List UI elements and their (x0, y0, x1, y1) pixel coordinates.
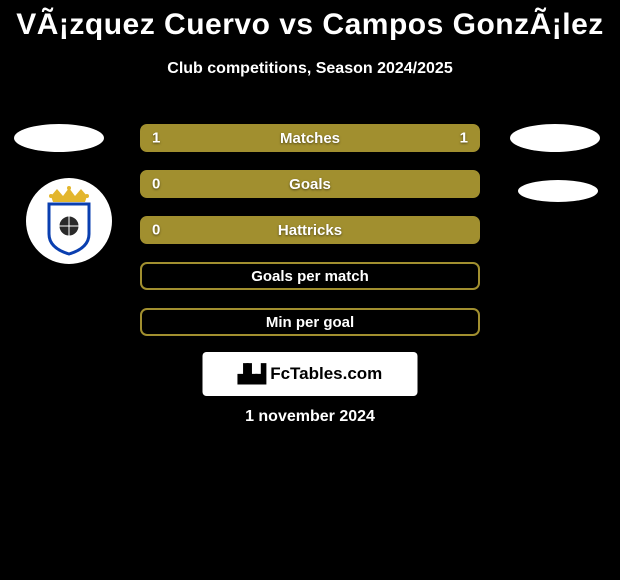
stat-label: Hattricks (278, 222, 342, 239)
stats-rows: 1 Matches 1 0 Goals 0 Hattricks Goals per match… (140, 124, 480, 336)
left-placeholder-ellipse (14, 124, 104, 152)
stat-value-left: 0 (152, 222, 160, 239)
stat-row: Min per goal (140, 308, 480, 336)
subtitle: Club competitions, Season 2024/2025 (0, 60, 620, 78)
stat-row: 1 Matches 1 (140, 124, 480, 152)
brand-chart-icon: ▟▙▟ (238, 364, 265, 385)
right-placeholder-ellipse-2 (518, 180, 598, 202)
right-placeholder-ellipse-1 (510, 124, 600, 152)
stat-value-right: 1 (460, 130, 468, 147)
crest-icon (39, 186, 99, 256)
stat-label: Min per goal (266, 314, 354, 331)
date-label: 1 november 2024 (0, 408, 620, 426)
stat-label: Goals per match (251, 268, 369, 285)
page-title: VÃ¡zquez Cuervo vs Campos GonzÃ¡lez (0, 0, 620, 42)
brand-box: ▟▙▟ FcTables.com (203, 352, 418, 396)
stat-row: 0 Hattricks (140, 216, 480, 244)
brand-text: FcTables.com (270, 364, 382, 384)
stat-label: Matches (280, 130, 340, 147)
stat-row: 0 Goals (140, 170, 480, 198)
stat-value-left: 0 (152, 176, 160, 193)
stat-value-left: 1 (152, 130, 160, 147)
club-crest (26, 178, 112, 264)
stat-row: Goals per match (140, 262, 480, 290)
stat-label: Goals (289, 176, 331, 193)
